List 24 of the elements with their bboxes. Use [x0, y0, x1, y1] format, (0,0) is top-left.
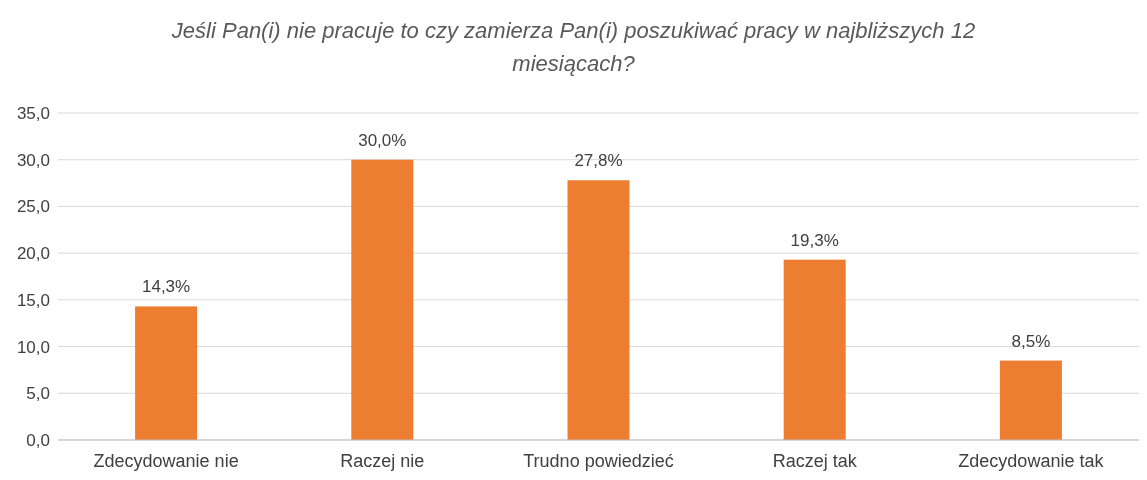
data-label: 30,0% [358, 130, 407, 150]
y-tick-label: 20,0 [16, 244, 50, 264]
y-tick-label: 15,0 [16, 290, 50, 310]
y-tick-label: 35,0 [16, 103, 50, 123]
y-tick-label: 10,0 [16, 337, 50, 357]
y-tick-label: 30,0 [16, 150, 50, 170]
data-label: 19,3% [790, 230, 839, 250]
bar [351, 159, 414, 440]
chart-title: Jeśli Pan(i) nie pracuje to czy zamierza Pan(i) poszukiwać pracy w najbliższych 12 miesiącach? [170, 18, 976, 76]
bar [135, 306, 198, 440]
data-label: 14,3% [142, 277, 191, 297]
x-tick-label: Zdecydowanie nie [93, 451, 239, 471]
x-tick-label: Raczej nie [340, 451, 425, 471]
data-label: 8,5% [1011, 331, 1051, 351]
x-tick-label: Trudno powiedzieć [523, 451, 674, 471]
bar [783, 259, 846, 440]
bar [999, 360, 1062, 440]
bar [567, 180, 630, 440]
y-tick-label: 0,0 [26, 430, 50, 450]
y-tick-label: 5,0 [26, 384, 50, 404]
x-tick-label: Raczej tak [772, 451, 858, 471]
x-tick-label: Zdecydowanie tak [958, 451, 1105, 471]
data-label: 27,8% [574, 151, 623, 171]
y-tick-label: 25,0 [16, 197, 50, 217]
